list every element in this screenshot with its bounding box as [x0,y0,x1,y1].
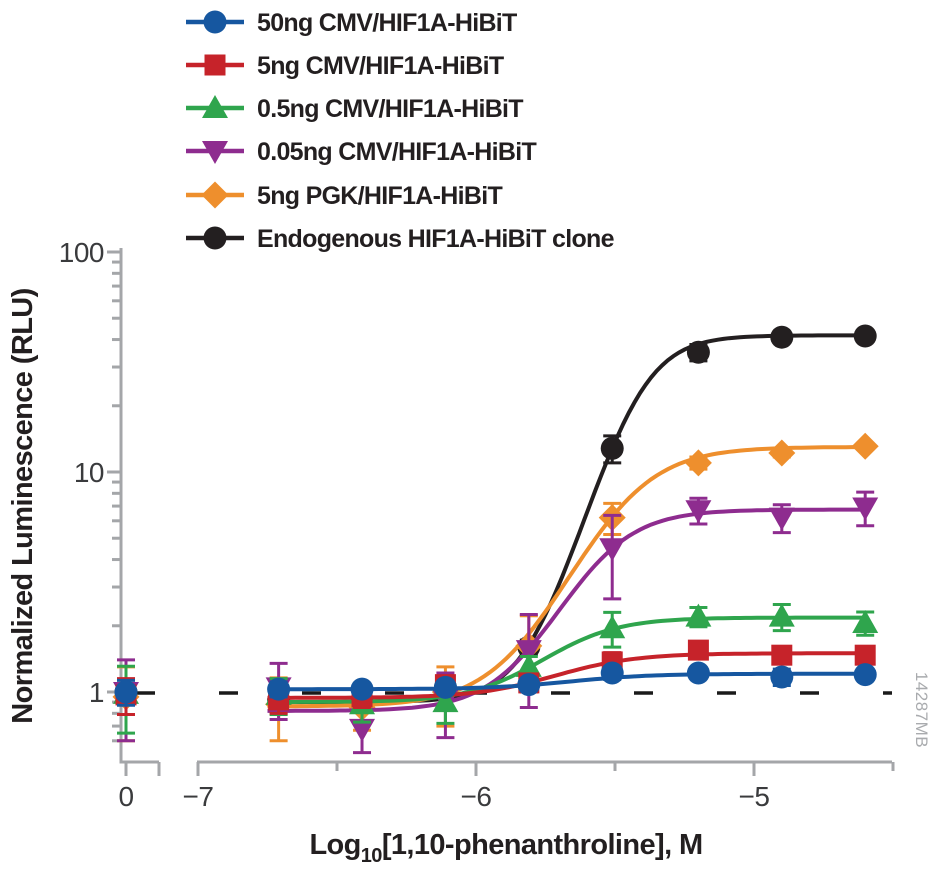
data-point-marker [267,677,291,701]
series-5ng-cmv-hif1a-hibit [115,639,876,717]
data-point-marker [686,661,710,685]
legend-item-5: Endogenous HIF1A-HiBiT clone [186,225,615,253]
legend-item-1: 5ng CMV/HIF1A-HiBiT [186,52,505,80]
legend-marker [203,226,227,250]
legend-label: Endogenous HIF1A-HiBiT clone [257,225,615,253]
data-point-marker [599,615,626,639]
data-point-marker [852,609,879,633]
data-point-marker [770,325,794,349]
data-point-marker [599,538,626,562]
data-point-marker [600,661,624,685]
fit-curve [267,445,863,709]
data-point-marker [685,500,712,524]
data-point-marker [114,680,138,704]
legend-label: 0.5ng CMV/HIF1A-HiBiT [257,95,523,123]
legend-item-3: 0.05ng CMV/HIF1A-HiBiT [186,138,537,166]
data-point-marker [768,603,795,627]
data-point-marker [684,449,712,477]
data-point-marker [349,718,376,742]
data-point-marker [517,673,541,697]
legend-marker [202,141,228,164]
legend-item-0: 50ng CMV/HIF1A-HiBiT [186,9,518,37]
series-0-05ng-cmv-hif1a-hibit [113,490,879,755]
legend-item-2: 0.5ng CMV/HIF1A-HiBiT [186,95,524,123]
data-point-marker [852,497,879,521]
x-axis-title: Log10[1,10-phenanthroline], M [309,829,702,867]
legend-item-4: 5ng PGK/HIF1A-HiBiT [186,181,503,210]
x-axis-title-prefix: Log [309,829,360,861]
data-point-marker [853,324,877,348]
series-50ng-cmv-hif1a-hibit [114,661,877,707]
data-point-marker [515,640,542,664]
tick-labels: 1 10 100 0 −7 −6 −5 [59,237,770,812]
x-tick-label: −6 [461,781,492,812]
data-point-marker [851,432,879,460]
data-point-marker [433,675,457,699]
y-axis-title: Normalized Luminescence (RLU) [7,288,39,723]
legend-marker [202,95,228,118]
data-point-marker [687,639,709,661]
legend-marker [204,54,226,76]
data-point-marker [768,439,796,467]
x-tick-label: −7 [183,781,214,812]
data-point-marker [686,340,710,364]
legend-label: 5ng PGK/HIF1A-HiBiT [257,182,502,210]
data-point-marker [432,689,459,713]
y-tick-label: 100 [59,237,104,268]
x-tick-label-control: 0 [118,781,133,812]
data-point-marker [853,663,877,687]
data-point-marker [768,507,795,531]
legend-marker [203,10,227,34]
figure-number-watermark: 14287MB [912,672,931,748]
data-point-marker [350,677,374,701]
data-point-marker [515,653,542,677]
y-tick-label: 10 [74,457,104,488]
data-point-marker [771,644,793,666]
legend-label: 5ng CMV/HIF1A-HiBiT [257,52,504,80]
y-tick-label: 1 [89,677,104,708]
data-point-marker [600,436,624,460]
x-axis-title-suffix: [1,10-phenanthroline], M [382,829,703,861]
data-point-marker [854,644,876,666]
data-point-marker [770,665,794,689]
legend-label: 50ng CMV/HIF1A-HiBiT [257,9,517,37]
x-axis-title-subscript: 10 [361,845,383,867]
data-point-marker [685,603,712,627]
x-tick-label: −5 [739,781,770,812]
legend-marker [201,181,229,209]
legend: 50ng CMV/HIF1A-HiBiT 5ng CMV/HIF1A-HiBiT 0… [186,9,615,253]
legend-label: 0.05ng CMV/HIF1A-HiBiT [257,138,536,166]
